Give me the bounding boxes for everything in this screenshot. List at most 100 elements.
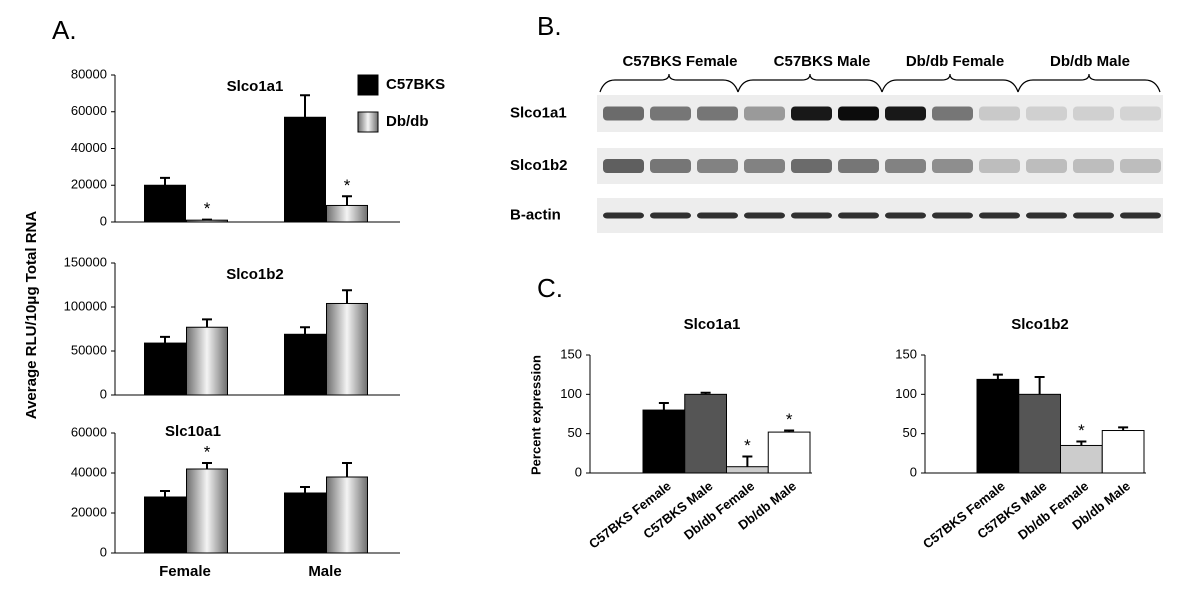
- y-tick-label: 60000: [71, 103, 107, 118]
- bar: [684, 393, 727, 474]
- y-tick-label: 100: [560, 386, 582, 401]
- y-tick-label: 50000: [71, 342, 107, 357]
- y-tick-label: 20000: [71, 504, 107, 519]
- bar: [1060, 444, 1103, 474]
- lane-group-label: C57BKS Male: [774, 53, 871, 70]
- y-tick-label: 0: [100, 386, 107, 401]
- y-axis-label: Percent expression: [528, 355, 543, 475]
- band: [838, 106, 879, 121]
- y-tick-label: 0: [100, 544, 107, 559]
- blot-row-label: Slco1b2: [510, 157, 568, 174]
- band: [1026, 106, 1067, 121]
- legend-swatch: [357, 74, 379, 96]
- error-bar: [202, 318, 212, 328]
- error-bar: [160, 335, 170, 344]
- band: [1073, 212, 1114, 219]
- y-tick-label: 40000: [71, 140, 107, 155]
- bar: [767, 431, 811, 474]
- bar: [284, 116, 326, 223]
- error-bar: [658, 401, 669, 411]
- band: [1073, 159, 1114, 173]
- y-tick-label: 0: [100, 213, 107, 228]
- y-tick-label: 100000: [64, 298, 107, 313]
- band: [791, 212, 832, 219]
- bar: [326, 476, 368, 554]
- y-tick-label: 150: [895, 346, 917, 361]
- error-bar: [160, 176, 170, 186]
- blot-row-label: Slco1a1: [510, 104, 567, 121]
- bar: [326, 302, 368, 396]
- band: [603, 212, 644, 219]
- x-tick-label: Female: [159, 563, 211, 580]
- error-bar: [742, 455, 753, 467]
- legend-label: Db/db: [386, 113, 429, 130]
- band: [979, 212, 1020, 219]
- band: [885, 159, 926, 173]
- band: [885, 212, 926, 219]
- significance: *: [1078, 421, 1085, 440]
- error-bar: [300, 94, 310, 118]
- bar: [186, 468, 228, 554]
- band: [1120, 159, 1161, 173]
- bar: [1018, 393, 1061, 474]
- bracket: [737, 73, 883, 93]
- blot-strip: [597, 198, 1163, 233]
- band: [932, 212, 973, 219]
- chart-title: Slco1a1: [227, 78, 284, 95]
- band: [1120, 106, 1161, 121]
- legend-label: C57BKS: [386, 76, 445, 93]
- band: [838, 159, 879, 173]
- band: [1026, 159, 1067, 173]
- chart-title: Slco1a1: [684, 316, 741, 333]
- significance: *: [204, 199, 211, 218]
- error-bar: [300, 326, 310, 335]
- error-bar: [1076, 440, 1087, 446]
- band: [697, 212, 738, 219]
- y-tick-label: 50: [903, 425, 917, 440]
- error-bar: [992, 373, 1003, 380]
- band: [838, 212, 879, 219]
- band: [697, 159, 738, 173]
- bar: [976, 378, 1020, 474]
- y-tick-label: 150: [560, 346, 582, 361]
- blot-strip: [597, 95, 1163, 132]
- y-tick-label: 60000: [71, 424, 107, 439]
- lane-group-label: C57BKS Female: [622, 53, 737, 70]
- chart-title: Slco1b2: [1011, 316, 1069, 333]
- band: [1073, 106, 1114, 121]
- band: [791, 159, 832, 173]
- error-bar: [342, 462, 352, 477]
- significance: *: [744, 436, 751, 455]
- significance: *: [344, 176, 351, 195]
- band: [979, 159, 1020, 173]
- error-bar: [202, 218, 212, 221]
- band: [932, 159, 973, 173]
- x-tick-label: Db/db Female: [1015, 478, 1091, 542]
- bar: [326, 204, 368, 223]
- band: [791, 106, 832, 121]
- bar: [144, 496, 186, 554]
- chart-title: Slco1b2: [226, 266, 284, 283]
- bar: [284, 492, 326, 554]
- band: [885, 106, 926, 121]
- band: [603, 159, 644, 173]
- error-bar: [700, 391, 711, 395]
- blot-row-label: B-actin: [510, 206, 561, 223]
- error-bar: [160, 490, 170, 497]
- y-tick-label: 80000: [71, 66, 107, 81]
- panel-label: C.: [537, 273, 563, 303]
- y-tick-label: 20000: [71, 177, 107, 192]
- error-bar: [342, 195, 352, 206]
- bar: [726, 466, 769, 474]
- band: [650, 106, 691, 121]
- band: [650, 159, 691, 173]
- x-tick-label: Male: [308, 563, 341, 580]
- y-tick-label: 0: [575, 464, 582, 479]
- y-tick-label: 150000: [64, 254, 107, 269]
- error-bar: [202, 462, 212, 469]
- lane-group-label: Db/db Female: [906, 53, 1004, 70]
- error-bar: [1118, 426, 1129, 431]
- error-bar: [1034, 376, 1045, 395]
